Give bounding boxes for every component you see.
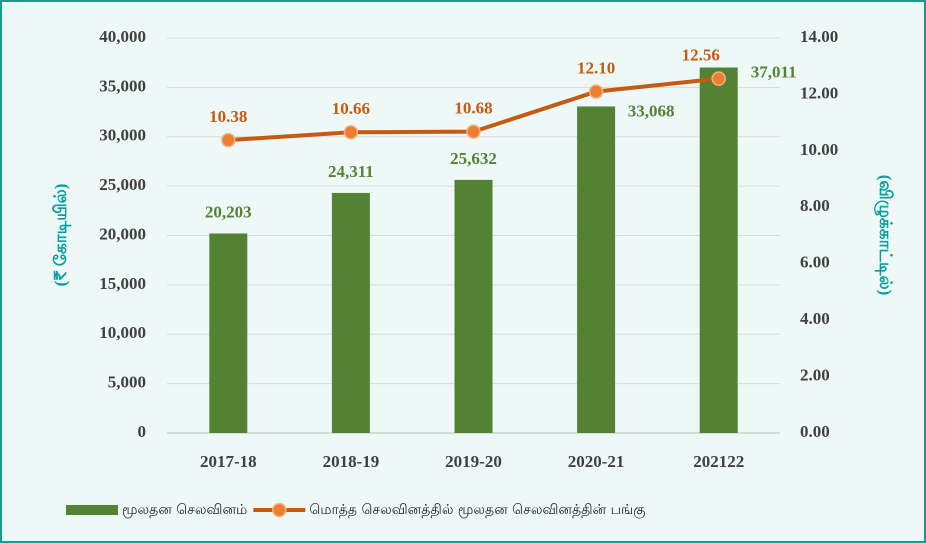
y2-tick-label: 10.00 bbox=[800, 140, 838, 159]
y2-tick-label: 8.00 bbox=[800, 196, 830, 215]
y2-tick-label: 4.00 bbox=[800, 309, 830, 328]
y-tick-label: 20,000 bbox=[99, 224, 146, 243]
y2-axis-label: (விழுக்காட்டில்) bbox=[874, 175, 895, 296]
bar bbox=[331, 192, 370, 433]
bar-value-label: 33,068 bbox=[628, 101, 675, 120]
line-marker bbox=[343, 124, 359, 140]
y-tick-label: 30,000 bbox=[99, 126, 146, 145]
x-tick-label: 2017-18 bbox=[200, 452, 257, 471]
bar-value-label: 24,311 bbox=[328, 162, 374, 181]
y2-tick-label: 14.00 bbox=[800, 27, 838, 46]
x-tick-label: 2018-19 bbox=[323, 452, 380, 471]
y2-tick-label: 12.00 bbox=[800, 83, 838, 102]
x-tick-label: 2019-20 bbox=[445, 452, 502, 471]
bar bbox=[209, 233, 248, 433]
legend-marker bbox=[272, 502, 287, 518]
y2-tick-label: 0.00 bbox=[800, 422, 830, 441]
bar bbox=[577, 106, 616, 434]
line-value-label: 10.38 bbox=[209, 107, 247, 126]
y-tick-label: 10,000 bbox=[99, 323, 146, 342]
legend-label: மொத்த செலவினத்தில் மூலதன செலவினத்தின் பங… bbox=[309, 502, 645, 519]
y-axis-label: (₹ கோடியில்) bbox=[51, 184, 71, 287]
bar-value-label: 20,203 bbox=[205, 202, 252, 221]
y-tick-label: 40,000 bbox=[99, 27, 146, 46]
line-marker bbox=[588, 84, 604, 99]
y2-tick-label: 6.00 bbox=[800, 253, 830, 272]
line-marker bbox=[466, 124, 481, 139]
bar bbox=[454, 179, 493, 433]
bar bbox=[699, 67, 738, 434]
bar-value-label: 25,632 bbox=[450, 149, 497, 168]
y-tick-label: 5,000 bbox=[108, 373, 146, 392]
x-tick-label: 202122 bbox=[693, 452, 744, 471]
line-marker bbox=[221, 132, 236, 148]
y2-tick-label: 2.00 bbox=[800, 365, 830, 384]
legend-swatch bbox=[66, 505, 118, 515]
legend-label: மூலதன செலவினம் bbox=[122, 502, 247, 518]
y-tick-label: 0 bbox=[138, 422, 147, 441]
line-value-label: 10.68 bbox=[454, 99, 492, 118]
bar-value-label: 37,011 bbox=[751, 62, 797, 81]
line-value-label: 12.56 bbox=[682, 46, 720, 65]
y-tick-label: 15,000 bbox=[99, 274, 146, 293]
y-tick-label: 25,000 bbox=[99, 175, 146, 194]
line-value-label: 12.10 bbox=[577, 59, 615, 78]
line-marker bbox=[711, 71, 726, 86]
line-value-label: 10.66 bbox=[332, 99, 370, 118]
y-tick-label: 35,000 bbox=[99, 76, 146, 95]
x-tick-label: 2020-21 bbox=[568, 452, 625, 471]
